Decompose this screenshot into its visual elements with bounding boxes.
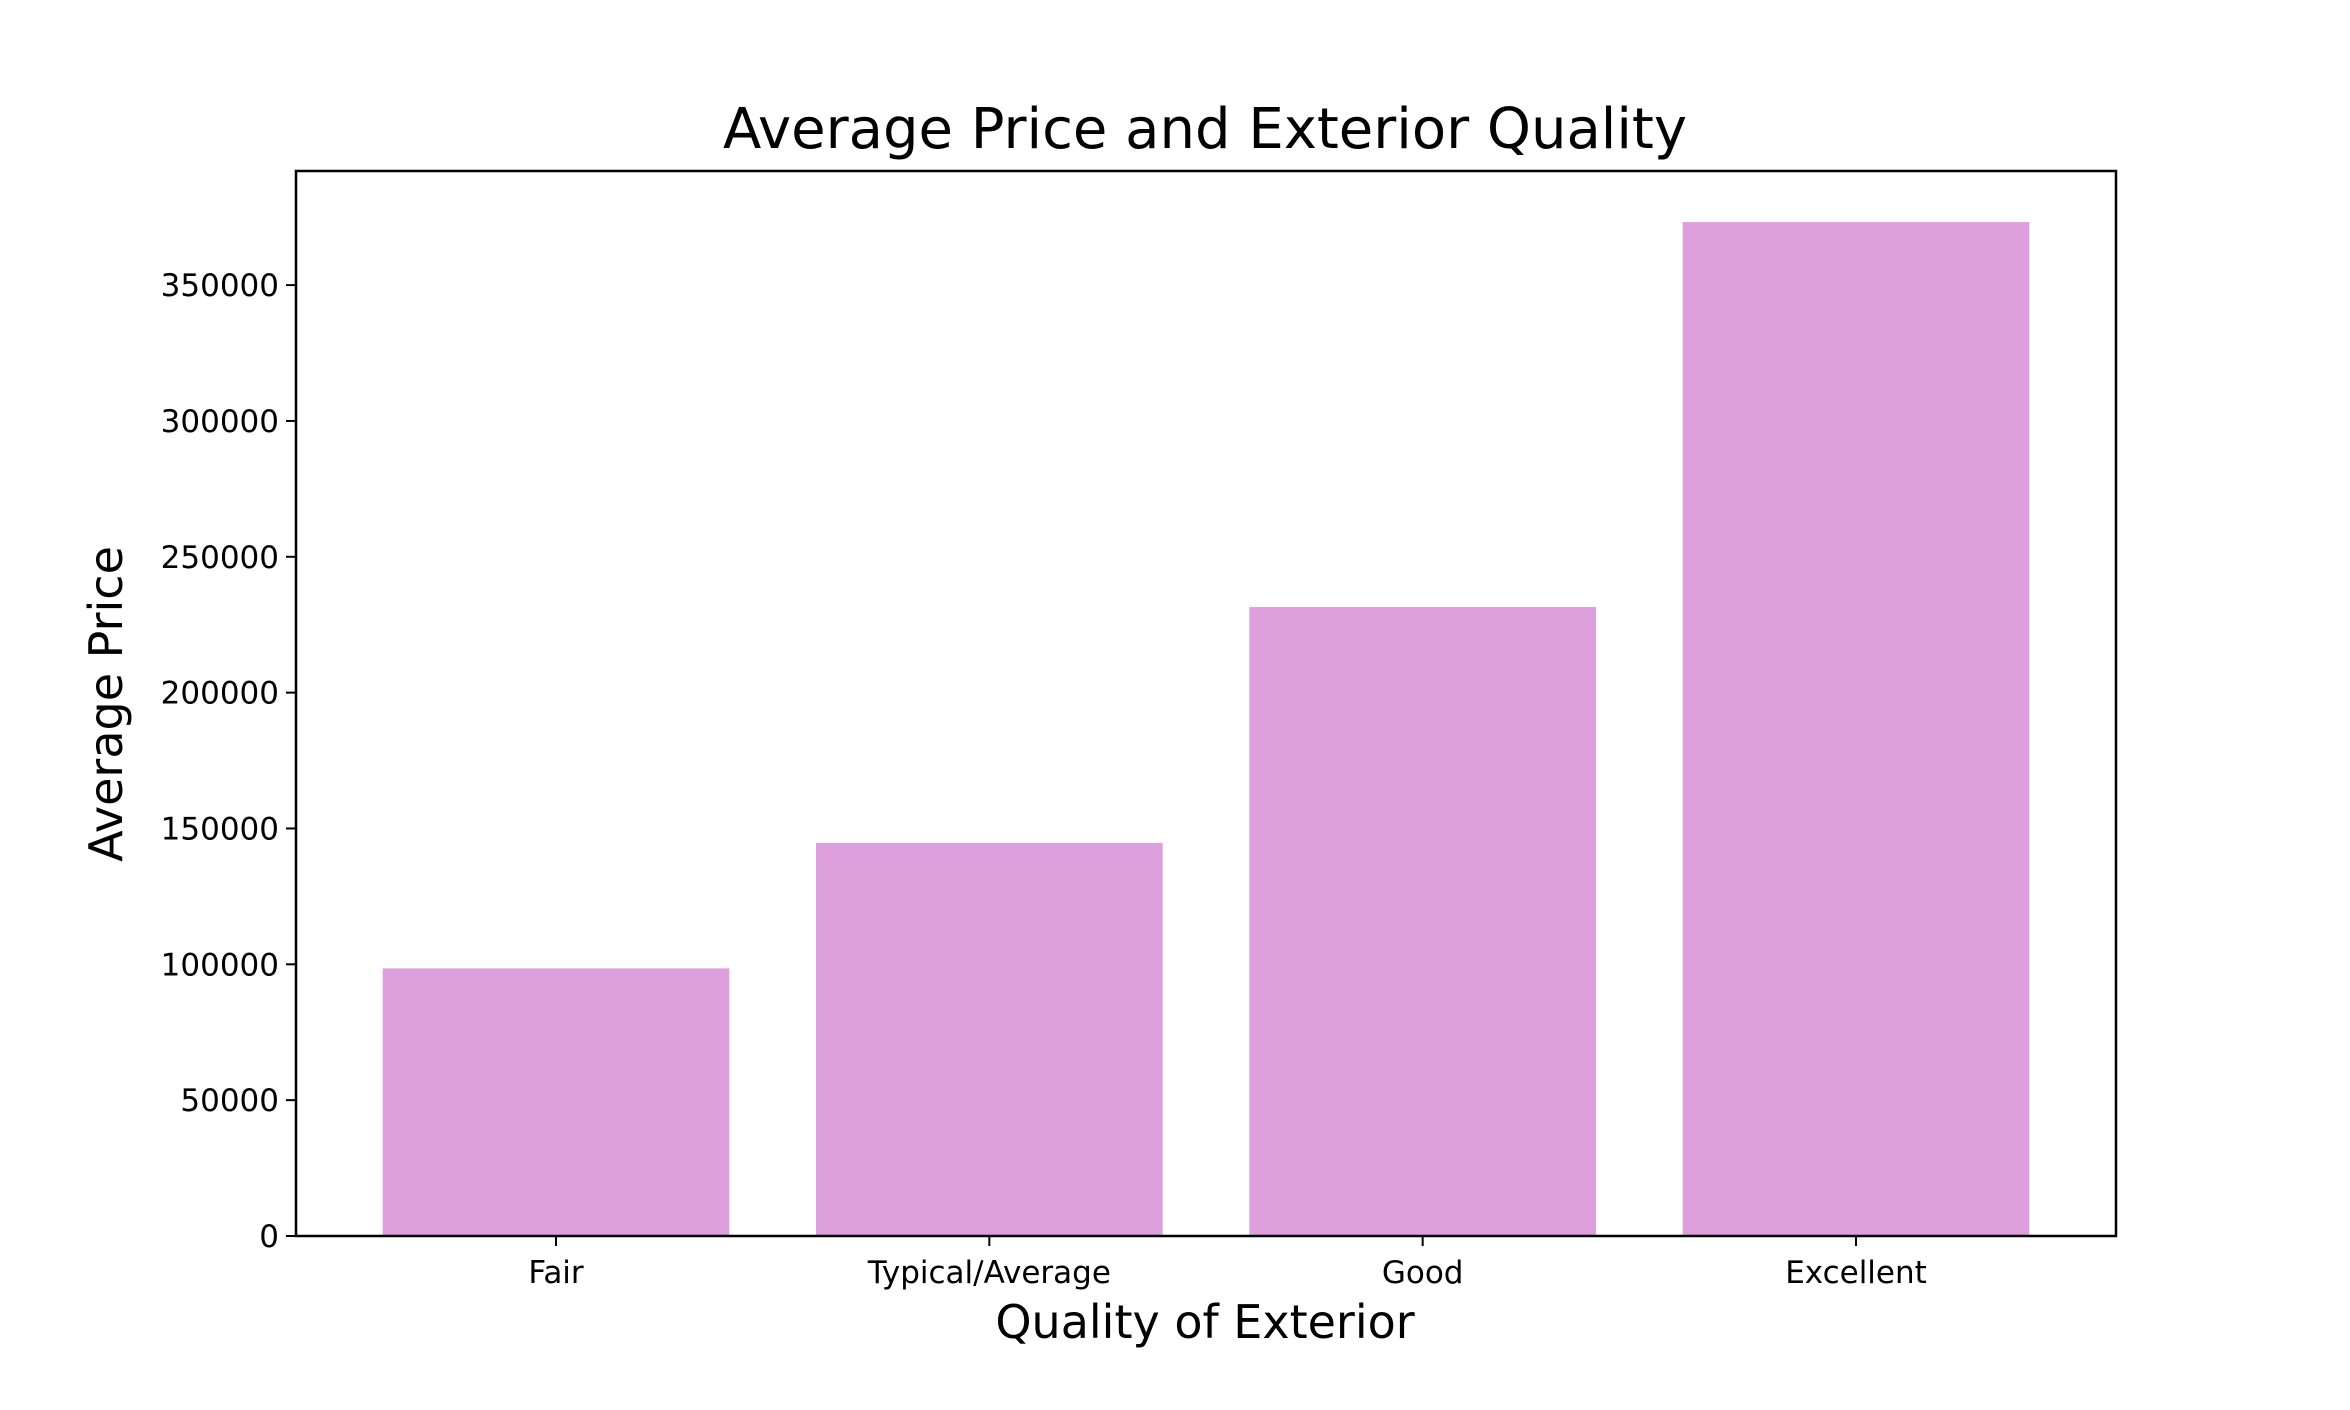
bars-layer: [382, 222, 2030, 1236]
y-tick-label: 100000: [161, 947, 279, 983]
bar-fair: [382, 968, 730, 1236]
y-tick-label: 50000: [180, 1083, 279, 1119]
x-tick-label: Excellent: [1785, 1255, 1927, 1291]
bar-excellent: [1682, 222, 2030, 1236]
x-tick-label: Typical/Average: [867, 1255, 1111, 1291]
y-tick-label: 300000: [161, 404, 279, 440]
bar-typical-average: [816, 842, 1163, 1236]
y-tick-label: 250000: [161, 540, 279, 576]
x-axis-title: Quality of Exterior: [995, 1295, 1414, 1349]
x-axis-ticks: Fair Typical/Average Good Excellent: [528, 1236, 1927, 1291]
y-tick-label: 150000: [161, 811, 279, 847]
y-tick-label: 200000: [161, 676, 279, 712]
y-tick-label: 0: [259, 1219, 279, 1255]
chart-title: Average Price and Exterior Quality: [723, 97, 1687, 162]
y-tick-label: 350000: [161, 268, 279, 304]
x-tick-label: Fair: [528, 1255, 584, 1291]
y-axis-ticks: 0 50000 100000 150000 200000 250000 300000 3500…: [161, 268, 296, 1255]
y-axis-title: Average Price: [79, 546, 133, 862]
plot-area-frame: [294, 169, 2118, 1238]
bar-good: [1249, 607, 1596, 1236]
x-tick-label: Good: [1382, 1255, 1464, 1291]
